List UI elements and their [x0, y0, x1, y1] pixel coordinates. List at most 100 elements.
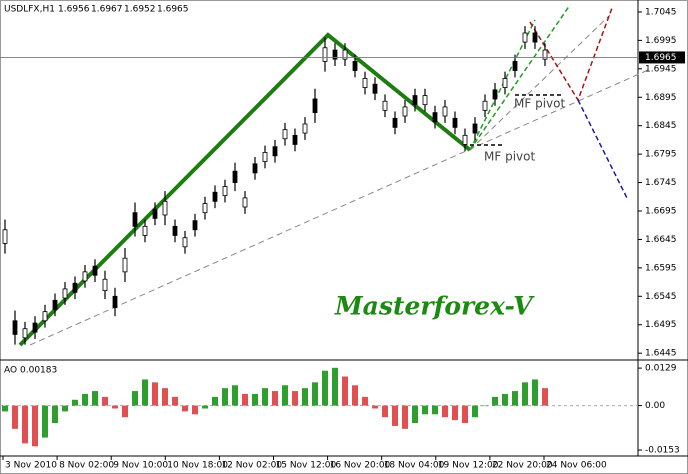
y-tick-label: 1.6795: [645, 150, 677, 160]
ao-bar: [292, 391, 298, 406]
x-tick-label: 18 Nov 04:00: [384, 461, 445, 471]
bar-body: [92, 265, 98, 276]
bar-body: [392, 117, 398, 128]
last-price-box: [639, 51, 685, 64]
ao-bar: [72, 399, 78, 406]
ao-bar: [522, 382, 528, 406]
y-tick-label: 1.6945: [645, 64, 677, 74]
bar-body: [472, 123, 478, 134]
bar-body: [322, 47, 328, 62]
ao-bar: [2, 405, 8, 412]
bar-body: [502, 78, 508, 88]
bar-body: [282, 129, 288, 140]
bar-body: [302, 123, 308, 134]
bar-body: [522, 32, 528, 43]
y-tick-label: 1.6995: [645, 36, 677, 46]
projection: [577, 99, 629, 201]
indicator-name: AO: [4, 366, 17, 376]
ao-bar: [62, 405, 68, 412]
watermark: Masterforex-V: [334, 292, 535, 321]
ao-bar: [342, 376, 348, 406]
header-value: 1.6967: [91, 5, 123, 15]
x-tick-label: 9 Nov 10:00: [113, 461, 168, 471]
ao-bar: [232, 385, 238, 406]
x-tick-label: 15 Nov 12:00: [276, 461, 337, 471]
ao-bar: [372, 405, 378, 409]
bar-body: [42, 311, 48, 322]
bar-body: [312, 98, 318, 114]
bar-body: [452, 117, 458, 128]
ao-bar: [112, 405, 118, 409]
ao-bar: [192, 405, 198, 415]
ao-bar: [262, 388, 268, 406]
bar-body: [462, 134, 468, 145]
ao-bar: [492, 396, 498, 406]
bar-body: [132, 212, 138, 227]
bar-body: [232, 170, 238, 183]
ao-bar: [212, 396, 218, 406]
ao-bar: [142, 379, 148, 406]
bar-body: [292, 134, 298, 145]
ao-bar: [202, 405, 208, 409]
x-tick-label: 24 Nov 06:00: [546, 461, 607, 471]
header-value: 1.6952: [124, 5, 156, 15]
ao-bar: [392, 405, 398, 426]
bar-body: [432, 112, 438, 123]
ao-bar: [42, 405, 48, 438]
annotation: MF pivot: [514, 97, 565, 111]
bar-body: [492, 89, 498, 100]
bar-body: [542, 49, 548, 60]
y-tick-label: 0.00: [645, 401, 665, 411]
bar-body: [412, 95, 418, 106]
bar-body: [32, 322, 38, 333]
ao-bar: [152, 382, 158, 406]
ao-bar: [442, 405, 448, 418]
ao-bar: [272, 391, 278, 406]
ao-bar: [402, 405, 408, 429]
ao-bar: [452, 405, 458, 421]
ao-bar: [502, 393, 508, 406]
x-tick-label: 22 Nov 20:00: [492, 461, 553, 471]
ao-bar: [312, 382, 318, 406]
ao-bar: [122, 405, 128, 418]
bar-body: [122, 257, 128, 273]
bar-body: [362, 78, 368, 88]
ao-bar: [92, 391, 98, 406]
ao-bar: [162, 388, 168, 406]
y-tick-label: -0.0153: [645, 446, 680, 456]
bar-body: [252, 163, 258, 174]
trend-line: [29, 69, 649, 346]
y-tick-label: 1.6595: [645, 263, 677, 273]
ao-bar: [102, 396, 108, 406]
annotation: MF pivot: [484, 150, 535, 164]
y-tick-label: 1.6495: [645, 320, 677, 330]
ao-bar: [302, 388, 308, 406]
ao-bar: [462, 405, 468, 424]
ao-bar: [172, 396, 178, 406]
bar-body: [242, 197, 248, 208]
bar-body: [352, 61, 358, 71]
last-price-label: 1.6965: [645, 53, 677, 63]
ao-bar: [282, 385, 288, 406]
bar-body: [112, 295, 118, 309]
x-tick-label: 8 Nov 02:00: [59, 461, 114, 471]
y-tick-label: 1.6645: [645, 235, 677, 245]
ao-bar: [322, 370, 328, 406]
header-value: 1.6965: [157, 5, 189, 15]
ao-bar: [32, 405, 38, 447]
y-tick-label: 0.0129: [645, 364, 677, 374]
bar-body: [442, 106, 448, 117]
bar-body: [332, 49, 338, 60]
bar-body: [422, 95, 428, 106]
ao-bar: [332, 367, 338, 406]
ao-bar: [532, 379, 538, 406]
y-tick-label: 1.7045: [645, 7, 677, 17]
bar-body: [52, 299, 58, 310]
ao-bar: [412, 405, 418, 424]
bar-body: [212, 191, 218, 202]
bar-body: [22, 328, 28, 339]
x-tick-label: 16 Nov 20:00: [330, 461, 391, 471]
ao-bar: [252, 393, 258, 406]
bar-body: [382, 100, 388, 111]
ao-bar: [382, 405, 388, 418]
